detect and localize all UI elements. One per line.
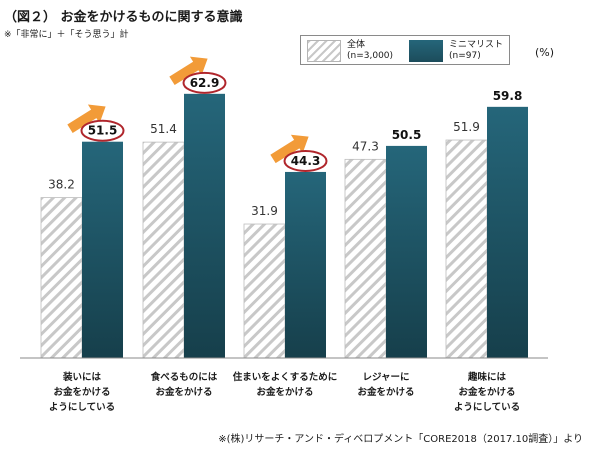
highlight-arrow-2 <box>270 134 309 164</box>
bar-all-4 <box>445 139 488 359</box>
legend-label-all: 全体 (n=3,000) <box>347 40 394 61</box>
legend-swatch-minimalist <box>409 40 443 62</box>
bar-minimalist-0 <box>82 141 123 358</box>
category-label-line-3-0: レジャーに <box>362 372 409 383</box>
highlight-circle-2 <box>283 149 328 172</box>
category-label-line-4-1: お金をかける <box>458 386 515 398</box>
highlight-arrow-1 <box>169 56 208 86</box>
category-label-line-0-2: ようにしている <box>49 402 115 413</box>
legend-label-minimalist: ミニマリスト (n=97) <box>449 40 504 61</box>
value-label-all-4: 51.9 <box>453 120 480 134</box>
highlight-arrow-0 <box>67 104 106 133</box>
highlight-circle-0 <box>80 119 125 142</box>
category-label-0: 装いにはお金をかけるようにしている <box>49 371 115 413</box>
value-label-minimalist-3: 50.5 <box>392 128 422 142</box>
category-label-line-0-0: 装いには <box>62 371 102 383</box>
bar-minimalist-2 <box>285 171 326 358</box>
bar-all-2 <box>243 223 286 359</box>
bar-minimalist-1 <box>184 93 225 358</box>
category-label-line-1-0: 食べるものには <box>150 371 218 383</box>
bar-all-3 <box>344 158 387 359</box>
value-label-minimalist-0: 51.5 <box>88 124 118 138</box>
value-label-all-1: 51.4 <box>150 122 177 136</box>
category-label-line-3-1: お金をかける <box>357 386 414 398</box>
category-label-1: 食べるものにはお金をかける <box>150 371 218 398</box>
value-label-all-2: 31.9 <box>251 204 278 218</box>
value-label-all-3: 47.3 <box>352 139 379 153</box>
bar-minimalist-3 <box>386 145 427 358</box>
value-label-minimalist-4: 59.8 <box>493 89 523 103</box>
category-label-line-0-1: お金をかける <box>53 386 110 398</box>
category-label-3: レジャーにお金をかける <box>357 372 414 398</box>
highlight-arrow-shape-0 <box>67 104 106 133</box>
highlight-arrow-shape-2 <box>270 134 309 164</box>
value-label-all-0: 38.2 <box>48 178 75 192</box>
category-label-line-2-1: お金をかける <box>256 386 313 398</box>
highlight-circle-1 <box>182 71 227 94</box>
chart-title: （図２） お金をかけるものに関する意識 <box>4 10 243 25</box>
chart-note: ※「非常に」＋「そう思う」計 <box>4 30 129 40</box>
value-label-minimalist-1: 62.9 <box>190 76 220 90</box>
category-label-4: 趣味にはお金をかけるようにしている <box>454 371 520 413</box>
source-note: ※(株)リサーチ・アンド・ディベロプメント「CORE2018（2017.10調査… <box>218 434 583 445</box>
bar-all-0 <box>40 197 83 359</box>
bar-all-1 <box>142 141 185 359</box>
highlight-arrow-shape-1 <box>169 56 208 86</box>
legend: 全体 (n=3,000) ミニマリスト (n=97) <box>300 35 510 65</box>
category-label-line-1-1: お金をかける <box>155 386 212 398</box>
category-label-2: 住まいをよくするためにお金をかける <box>233 371 338 398</box>
bar-minimalist-4 <box>487 106 528 358</box>
category-label-line-4-2: ようにしている <box>454 402 520 413</box>
category-label-line-4-0: 趣味には <box>467 371 507 383</box>
value-label-minimalist-2: 44.3 <box>291 154 321 168</box>
legend-swatch-all <box>307 40 341 62</box>
unit-label: (%) <box>535 46 555 59</box>
category-label-line-2-0: 住まいをよくするために <box>233 371 338 383</box>
